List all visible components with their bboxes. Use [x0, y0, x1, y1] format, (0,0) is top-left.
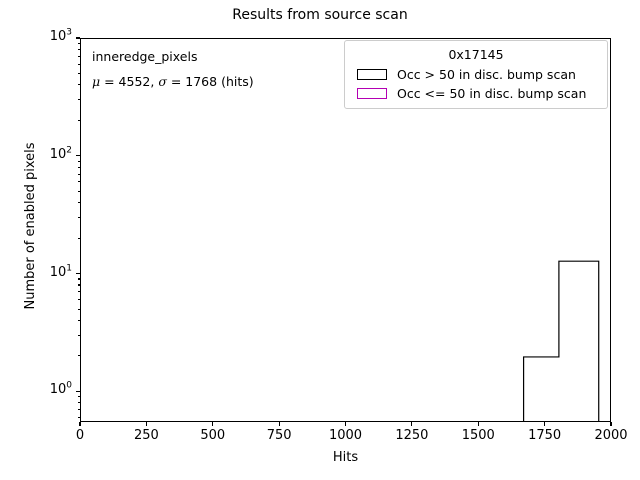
y-tick-minor-mark: [77, 99, 80, 101]
legend-swatch-icon: [357, 88, 387, 99]
y-tick-minor-mark: [77, 299, 80, 301]
annotation-name-line: inneredge_pixels: [92, 49, 198, 64]
annotation-stats-line: μ = 4552, σ = 1768 (hits): [92, 69, 254, 94]
y-tick-minor-mark: [77, 334, 80, 336]
histogram-step-outline: [522, 260, 600, 421]
y-tick-minor-mark: [77, 63, 80, 65]
y-tick-minor-mark: [77, 396, 80, 398]
legend-entry-label: Occ > 50 in disc. bump scan: [397, 67, 576, 82]
y-tick-minor-mark: [77, 173, 80, 175]
x-tick-mark: [544, 422, 546, 426]
y-tick-minor-mark: [77, 216, 80, 218]
x-tick-mark: [344, 422, 347, 426]
y-tick-label: 103: [49, 27, 72, 44]
legend-entries: Occ > 50 in disc. bump scan Occ <= 50 in …: [351, 65, 601, 103]
histogram-series: [522, 260, 600, 421]
y-tick-minor-mark: [77, 55, 80, 57]
x-tick-mark: [411, 422, 413, 426]
y-tick-minor-mark: [77, 416, 80, 419]
y-tick-minor-mark: [77, 42, 80, 44]
x-tick-label: 2000: [594, 428, 628, 443]
sigma-value: = 1768 (hits): [166, 74, 254, 89]
y-tick-minor-mark: [77, 48, 80, 50]
y-tick-minor-mark: [77, 72, 80, 74]
plot-inner: [81, 39, 610, 421]
y-tick-minor-mark: [77, 409, 80, 411]
y-tick-label: 100: [49, 381, 72, 398]
y-tick-mark: [76, 155, 80, 157]
x-tick-label: 1250: [395, 428, 429, 443]
x-tick-label: 1750: [528, 428, 562, 443]
y-tick-mark: [76, 390, 80, 392]
y-tick-minor-mark: [77, 160, 80, 162]
legend-title: 0x17145: [448, 47, 504, 62]
x-tick-mark: [278, 422, 280, 426]
y-tick-minor-mark: [77, 291, 80, 293]
page-title: Results from source scan: [232, 7, 408, 23]
legend-entry[interactable]: Occ > 50 in disc. bump scan: [351, 65, 601, 84]
mu-symbol: μ: [92, 74, 101, 89]
y-tick-minor-mark: [77, 355, 80, 357]
y-tick-label: 101: [49, 263, 72, 280]
x-tick-mark: [145, 422, 147, 426]
plot-area: [80, 38, 611, 422]
legend-entry-label: Occ <= 50 in disc. bump scan: [397, 86, 587, 101]
y-tick-minor-mark: [77, 166, 80, 168]
mu-value: = 4552,: [100, 74, 159, 89]
x-tick-label: 1500: [461, 428, 495, 443]
x-tick-mark: [79, 422, 81, 426]
y-tick-mark: [76, 37, 80, 39]
x-tick-label: 1000: [328, 428, 363, 443]
legend-swatch-icon: [357, 69, 387, 80]
y-tick-minor-mark: [77, 119, 80, 121]
y-tick-minor-mark: [77, 237, 80, 239]
y-tick-minor-mark: [77, 402, 80, 404]
y-axis-label: Number of enabled pixels: [23, 142, 38, 310]
y-tick-minor-mark: [77, 308, 80, 310]
x-tick-mark: [212, 422, 214, 426]
x-tick-label: 750: [266, 428, 292, 443]
y-tick-minor-mark: [77, 284, 80, 286]
y-tick-minor-mark: [77, 278, 80, 280]
y-tick-minor-mark: [77, 190, 80, 192]
x-tick-label: 0: [75, 428, 85, 443]
y-tick-minor-mark: [77, 181, 80, 183]
y-tick-label: 102: [49, 145, 72, 162]
x-tick-mark: [610, 422, 612, 426]
y-tick-minor-mark: [77, 319, 80, 322]
x-tick-label: 250: [133, 428, 159, 443]
legend-entry[interactable]: Occ <= 50 in disc. bump scan: [351, 84, 601, 103]
sigma-symbol: σ: [158, 74, 167, 89]
y-tick-mark: [76, 273, 80, 275]
x-tick-label: 500: [200, 428, 226, 443]
y-tick-minor-mark: [77, 202, 80, 204]
legend: 0x17145 Occ > 50 in disc. bump scan Occ <…: [344, 40, 608, 109]
plot-annotation: inneredge_pixels μ = 4552, σ = 1768 (hit…: [92, 44, 254, 94]
x-axis-label: Hits: [332, 450, 359, 465]
y-tick-minor-mark: [77, 84, 80, 86]
x-tick-mark: [477, 422, 479, 426]
